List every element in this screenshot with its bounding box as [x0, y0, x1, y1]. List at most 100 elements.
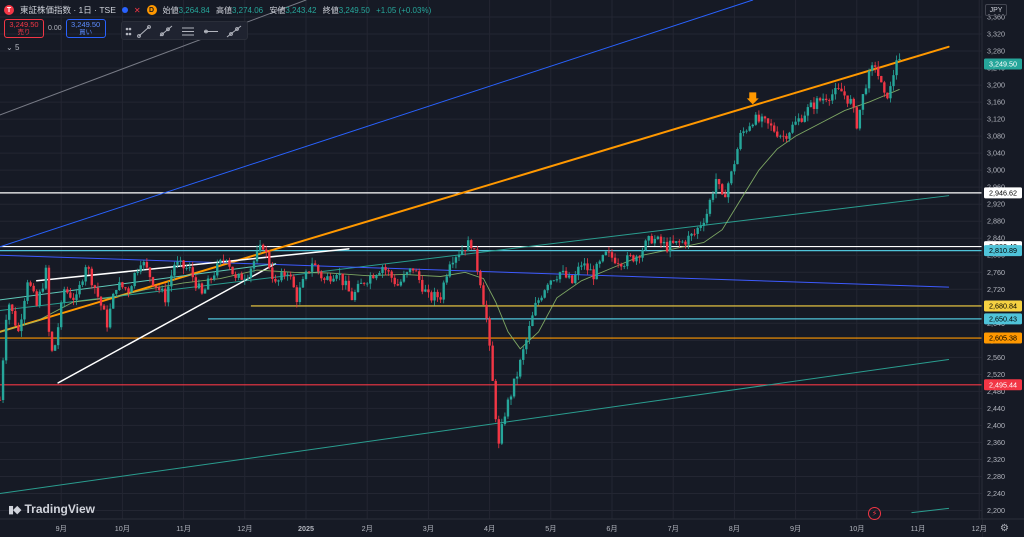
candle-body: [463, 250, 467, 252]
candle-body: [179, 260, 182, 262]
level-price-tag: [984, 187, 1022, 199]
price-tick-label: 3,000: [987, 166, 1005, 175]
candle-body: [329, 276, 332, 282]
symbol-title[interactable]: 東証株価指数 · 1日 · TSE: [20, 5, 116, 15]
candle-body: [222, 259, 225, 261]
candle-body: [369, 275, 372, 284]
indicators-toggle[interactable]: ⌄ 5: [6, 43, 19, 52]
candle-body: [249, 268, 253, 278]
price-tick-label: 2,560: [987, 353, 1005, 362]
price-tick-label: 2,280: [987, 472, 1005, 481]
price-axis[interactable]: 3,3603,3203,2803,2403,2003,1603,1203,080…: [981, 0, 1024, 537]
arrow-marker: [746, 92, 759, 105]
level-price-label: 2,810.89: [989, 246, 1017, 255]
candle-body: [442, 282, 445, 300]
trendline-gray-upper: [0, 0, 307, 116]
candle-body: [151, 277, 155, 286]
data-delay-icon: D: [146, 5, 157, 15]
candle-body: [782, 135, 785, 137]
candle-body: [803, 115, 806, 122]
gear-icon[interactable]: ⚙: [1000, 523, 1009, 534]
candle-body: [601, 255, 605, 262]
horizontal-ray-tool-icon[interactable]: [204, 29, 218, 34]
currency-button[interactable]: JPY: [985, 4, 1007, 16]
candle-body: [307, 271, 311, 273]
candle-body: [378, 272, 381, 276]
candle-body: [295, 287, 299, 303]
drawing-toolbar: [121, 21, 248, 40]
time-tick-label: 6月: [606, 524, 617, 533]
candle-body: [531, 315, 534, 327]
candle-body: [402, 274, 406, 282]
level-price-tag: [984, 332, 1022, 344]
candle-body: [405, 272, 409, 275]
tradingview-logo-icon: ▮◆: [8, 503, 21, 516]
candle-body: [610, 252, 614, 258]
candle-body: [763, 116, 767, 119]
trendline-teal-low: [0, 358, 950, 494]
candle-body: [194, 277, 198, 289]
trade-panel: 3,249.50 売り 0.00 3,249.50 買い: [4, 19, 106, 38]
candle-body: [304, 271, 308, 279]
candle-body: [206, 278, 210, 290]
candle-body: [50, 331, 54, 351]
candle-body: [736, 149, 739, 165]
time-tick-label: 2025: [298, 524, 314, 533]
candle-body: [255, 251, 259, 262]
candlesticks: [0, 53, 901, 449]
candle-body: [185, 268, 188, 270]
candle-body: [209, 278, 213, 280]
candle-body: [164, 288, 167, 303]
sell-button[interactable]: 3,249.50 売り: [4, 19, 44, 38]
candle-body: [96, 287, 100, 297]
price-tick-label: 2,400: [987, 421, 1005, 430]
candle-body: [7, 304, 11, 320]
open-label: 始値: [162, 5, 179, 15]
candle-body: [78, 284, 81, 295]
candle-body: [693, 233, 696, 235]
parallel-channel-tool-icon[interactable]: [182, 27, 194, 36]
time-tick-label: 12月: [972, 524, 987, 533]
ray-tool-icon[interactable]: [159, 25, 173, 37]
candle-body: [252, 261, 256, 269]
trendline-blue-upper: [0, 0, 754, 248]
candle-body: [341, 273, 344, 286]
candle-body: [681, 241, 684, 243]
candle-body: [130, 286, 133, 293]
candle-body: [384, 266, 387, 271]
candle-body: [852, 98, 855, 108]
trend-line-tool-icon[interactable]: [137, 25, 151, 38]
candle-body: [724, 194, 727, 198]
candle-body: [112, 293, 115, 309]
candle-body: [821, 98, 825, 101]
chevron-down-icon: ⌄: [6, 43, 13, 52]
candle-body: [436, 291, 439, 298]
candle-body: [124, 287, 127, 289]
candle-body: [457, 254, 461, 258]
open-value: 3,264.84: [178, 5, 210, 15]
candle-body: [754, 114, 758, 125]
candle-body: [173, 264, 176, 276]
lightning-icon[interactable]: ⚡: [868, 507, 881, 520]
buy-button[interactable]: 3,249.50 買い: [65, 19, 106, 38]
candle-body: [497, 419, 500, 444]
candle-body: [228, 260, 231, 267]
candle-body: [69, 292, 72, 298]
candle-body: [861, 94, 865, 110]
time-axis[interactable]: 9月 10月 11月 12月 2025 2月 3月 4月 5月 6月 7月 8月 9月 10月 11月 12月: [0, 518, 1024, 537]
time-tick-label: 9月: [790, 524, 801, 533]
candle-body: [237, 273, 240, 278]
candle-body: [665, 241, 669, 252]
candle-body: [234, 274, 237, 278]
candle-body: [320, 271, 323, 279]
candle-body: [317, 265, 320, 272]
extended-line-tool-icon[interactable]: [226, 25, 242, 38]
candle-body: [540, 297, 543, 301]
time-tick-label: 11月: [176, 524, 191, 533]
close-value: 3,249.50: [338, 5, 370, 15]
drag-handle-icon[interactable]: [125, 27, 132, 36]
candle-body: [63, 289, 66, 303]
candle-body: [90, 268, 93, 286]
